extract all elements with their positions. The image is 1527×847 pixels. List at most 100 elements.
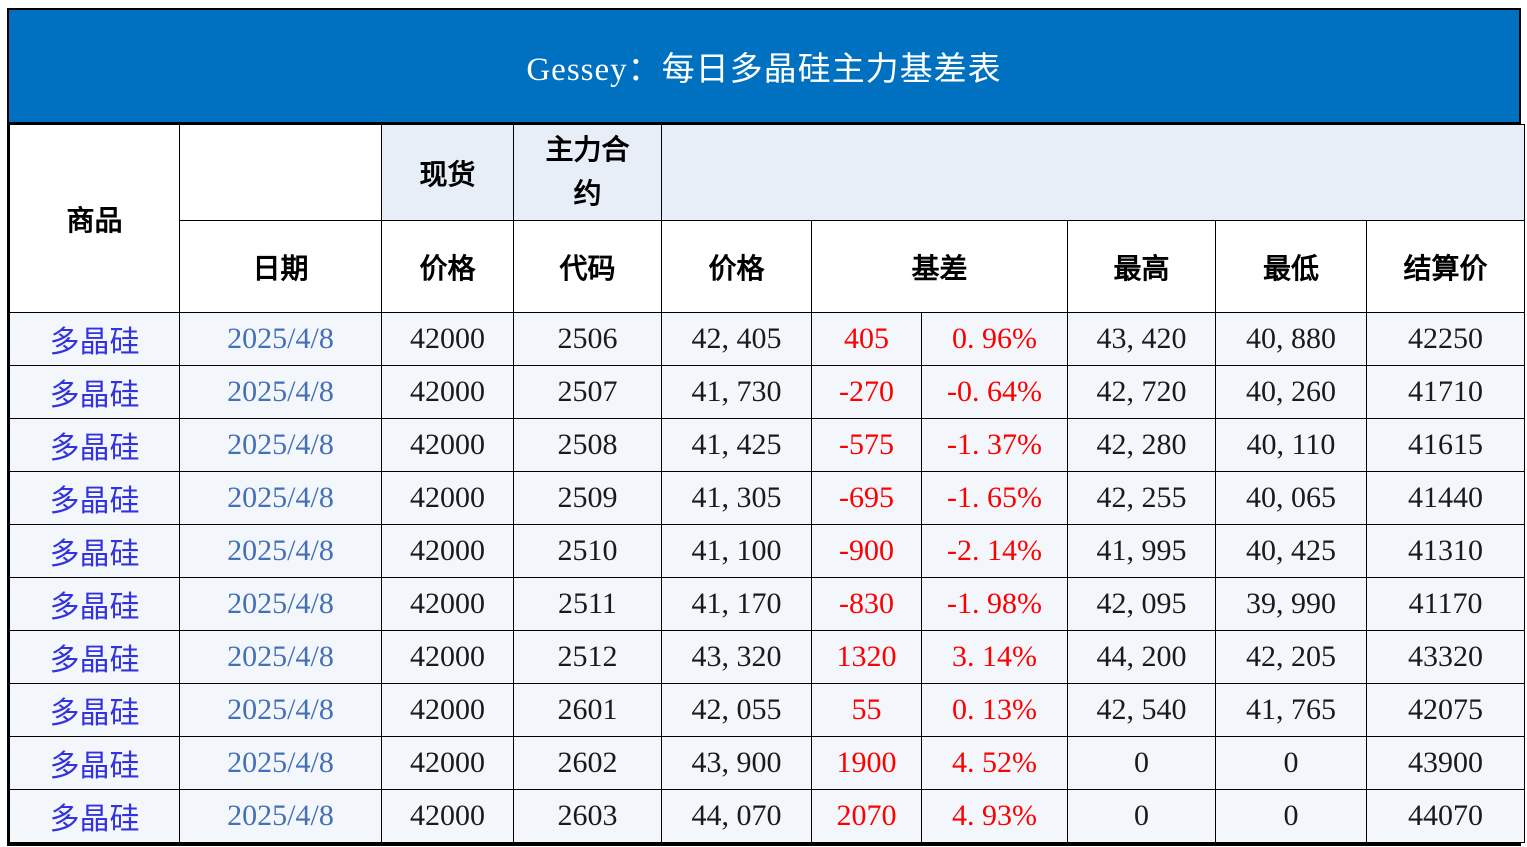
futures-price-cell: 43, 900 bbox=[661, 736, 812, 790]
low-cell: 40, 110 bbox=[1215, 418, 1367, 472]
basis-percent-cell: 4. 93% bbox=[921, 789, 1068, 843]
basis-percent-cell: -0. 64% bbox=[921, 365, 1068, 419]
basis-value-cell: -575 bbox=[811, 418, 922, 472]
spot-price-cell: 42000 bbox=[381, 577, 514, 631]
commodity-cell: 多晶硅 bbox=[9, 312, 180, 366]
low-cell: 40, 425 bbox=[1215, 524, 1367, 578]
date-cell: 2025/4/8 bbox=[179, 736, 382, 790]
basis-percent-cell: -1. 37% bbox=[921, 418, 1068, 472]
table-row: 多晶硅 2025/4/8 42000 2509 41, 305 -695 -1.… bbox=[9, 471, 1526, 525]
header-spacer-cell bbox=[660, 124, 1526, 221]
contract-code-cell: 2507 bbox=[513, 365, 662, 419]
contract-code-cell: 2601 bbox=[513, 683, 662, 737]
date-cell: 2025/4/8 bbox=[179, 312, 382, 366]
high-cell: 42, 095 bbox=[1067, 577, 1216, 631]
futures-price-cell: 41, 305 bbox=[661, 471, 812, 525]
date-cell: 2025/4/8 bbox=[179, 524, 382, 578]
col-header-spot-price: 价格 bbox=[381, 220, 514, 313]
settlement-cell: 41615 bbox=[1365, 418, 1526, 472]
basis-value-cell: 1320 bbox=[811, 630, 922, 684]
commodity-cell: 多晶硅 bbox=[9, 789, 180, 843]
basis-percent-cell: -1. 98% bbox=[921, 577, 1068, 631]
basis-value-cell: 1900 bbox=[811, 736, 922, 790]
commodity-cell: 多晶硅 bbox=[9, 524, 180, 578]
settlement-cell: 41710 bbox=[1365, 365, 1526, 419]
basis-value-cell: 2070 bbox=[811, 789, 922, 843]
low-cell: 40, 260 bbox=[1215, 365, 1367, 419]
table-row: 多晶硅 2025/4/8 42000 2508 41, 425 -575 -1.… bbox=[9, 418, 1526, 472]
high-cell: 41, 995 bbox=[1067, 524, 1216, 578]
commodity-cell: 多晶硅 bbox=[9, 683, 180, 737]
basis-percent-cell: 4. 52% bbox=[921, 736, 1068, 790]
contract-code-cell: 2510 bbox=[513, 524, 662, 578]
futures-price-cell: 41, 100 bbox=[661, 524, 812, 578]
low-cell: 40, 880 bbox=[1215, 312, 1367, 366]
table-header: 商品 现货 主力合约 日期 价格 代码 价格 基差 最高 最低 结算价 bbox=[9, 124, 1526, 313]
commodity-cell: 多晶硅 bbox=[9, 365, 180, 419]
col-header-settlement: 结算价 bbox=[1365, 220, 1526, 313]
low-cell: 42, 205 bbox=[1215, 630, 1367, 684]
basis-value-cell: 55 bbox=[811, 683, 922, 737]
col-group-spot: 现货 bbox=[381, 124, 514, 221]
high-cell: 0 bbox=[1067, 789, 1216, 843]
date-cell: 2025/4/8 bbox=[179, 471, 382, 525]
basis-percent-cell: -1. 65% bbox=[921, 471, 1068, 525]
date-cell: 2025/4/8 bbox=[179, 683, 382, 737]
basis-value-cell: -830 bbox=[811, 577, 922, 631]
table-row: 多晶硅 2025/4/8 42000 2510 41, 100 -900 -2.… bbox=[9, 524, 1526, 578]
high-cell: 0 bbox=[1067, 736, 1216, 790]
col-group-main-contract: 主力合约 bbox=[513, 124, 662, 221]
col-header-code: 代码 bbox=[513, 220, 662, 313]
futures-price-cell: 41, 730 bbox=[661, 365, 812, 419]
date-cell: 2025/4/8 bbox=[179, 789, 382, 843]
high-cell: 43, 420 bbox=[1067, 312, 1216, 366]
high-cell: 44, 200 bbox=[1067, 630, 1216, 684]
table-row: 多晶硅 2025/4/8 42000 2511 41, 170 -830 -1.… bbox=[9, 577, 1526, 631]
settlement-cell: 43900 bbox=[1365, 736, 1526, 790]
high-cell: 42, 540 bbox=[1067, 683, 1216, 737]
col-header-basis: 基差 bbox=[811, 220, 1068, 313]
col-header-commodity: 商品 bbox=[9, 124, 180, 313]
spot-price-cell: 42000 bbox=[381, 471, 514, 525]
col-header-high: 最高 bbox=[1067, 220, 1216, 313]
spot-price-cell: 42000 bbox=[381, 365, 514, 419]
contract-code-cell: 2509 bbox=[513, 471, 662, 525]
contract-code-cell: 2602 bbox=[513, 736, 662, 790]
settlement-cell: 43320 bbox=[1365, 630, 1526, 684]
header-row-columns: 日期 价格 代码 价格 基差 最高 最低 结算价 bbox=[10, 220, 1526, 313]
contract-code-cell: 2512 bbox=[513, 630, 662, 684]
date-cell: 2025/4/8 bbox=[179, 630, 382, 684]
table-row: 多晶硅 2025/4/8 42000 2506 42, 405 405 0. 9… bbox=[9, 312, 1526, 366]
table-row: 多晶硅 2025/4/8 42000 2507 41, 730 -270 -0.… bbox=[9, 365, 1526, 419]
spot-price-cell: 42000 bbox=[381, 524, 514, 578]
commodity-cell: 多晶硅 bbox=[9, 471, 180, 525]
table-row: 多晶硅 2025/4/8 42000 2602 43, 900 1900 4. … bbox=[9, 736, 1526, 790]
commodity-cell: 多晶硅 bbox=[9, 418, 180, 472]
basis-value-cell: 405 bbox=[811, 312, 922, 366]
low-cell: 39, 990 bbox=[1215, 577, 1367, 631]
basis-percent-cell: 0. 13% bbox=[921, 683, 1068, 737]
date-cell: 2025/4/8 bbox=[179, 418, 382, 472]
table-row: 多晶硅 2025/4/8 42000 2601 42, 055 55 0. 13… bbox=[9, 683, 1526, 737]
high-cell: 42, 720 bbox=[1067, 365, 1216, 419]
settlement-cell: 44070 bbox=[1365, 789, 1526, 843]
basis-value-cell: -270 bbox=[811, 365, 922, 419]
contract-code-cell: 2508 bbox=[513, 418, 662, 472]
basis-percent-cell: 3. 14% bbox=[921, 630, 1068, 684]
high-cell: 42, 255 bbox=[1067, 471, 1216, 525]
basis-percent-cell: 0. 96% bbox=[921, 312, 1068, 366]
basis-value-cell: -695 bbox=[811, 471, 922, 525]
table-row: 多晶硅 2025/4/8 42000 2603 44, 070 2070 4. … bbox=[9, 789, 1526, 843]
spot-price-cell: 42000 bbox=[381, 418, 514, 472]
contract-code-cell: 2603 bbox=[513, 789, 662, 843]
commodity-cell: 多晶硅 bbox=[9, 736, 180, 790]
col-header-price: 价格 bbox=[661, 220, 812, 313]
low-cell: 40, 065 bbox=[1215, 471, 1367, 525]
date-cell: 2025/4/8 bbox=[179, 365, 382, 419]
futures-price-cell: 41, 425 bbox=[661, 418, 812, 472]
settlement-cell: 42250 bbox=[1365, 312, 1526, 366]
high-cell: 42, 280 bbox=[1067, 418, 1216, 472]
header-empty-cell bbox=[179, 124, 382, 221]
table-row: 多晶硅 2025/4/8 42000 2512 43, 320 1320 3. … bbox=[9, 630, 1526, 684]
basis-table: 商品 现货 主力合约 日期 价格 代码 价格 基差 最高 最低 结算价 多晶硅 … bbox=[9, 124, 1526, 843]
